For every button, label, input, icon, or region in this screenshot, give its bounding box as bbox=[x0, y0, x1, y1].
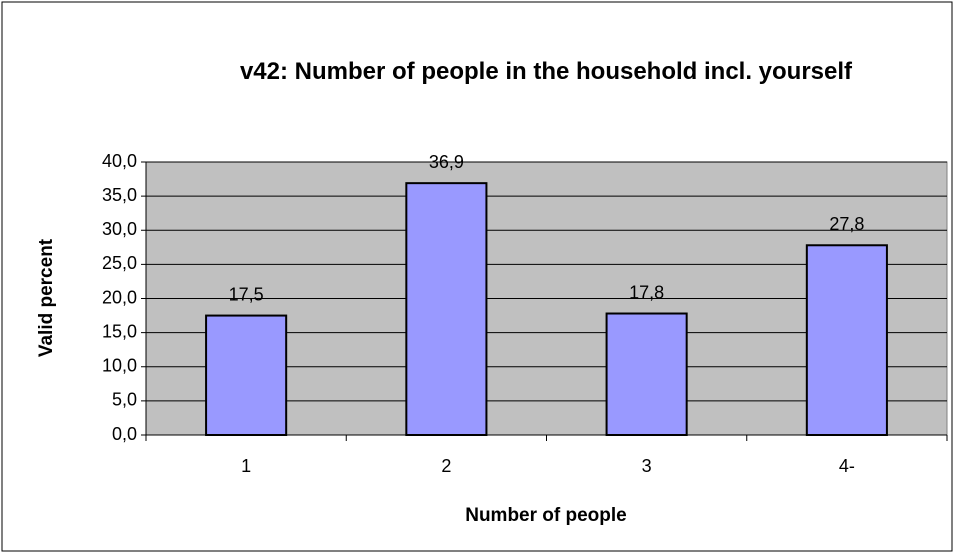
y-tick-label: 20,0 bbox=[102, 287, 137, 307]
bar bbox=[205, 314, 288, 436]
data-label: 17,8 bbox=[629, 282, 664, 302]
y-tick-label: 15,0 bbox=[102, 321, 137, 341]
data-label: 17,5 bbox=[229, 284, 264, 304]
bar bbox=[405, 182, 488, 436]
x-tick-label: 3 bbox=[642, 456, 652, 476]
y-tick-label: 40,0 bbox=[102, 151, 137, 171]
y-tick-label: 5,0 bbox=[112, 390, 137, 410]
y-tick-label: 35,0 bbox=[102, 185, 137, 205]
bar bbox=[805, 244, 888, 436]
data-label: 27,8 bbox=[829, 214, 864, 234]
y-tick-label: 30,0 bbox=[102, 219, 137, 239]
y-tick-label: 25,0 bbox=[102, 253, 137, 273]
y-tick-label: 0,0 bbox=[112, 424, 137, 444]
x-tick-label: 1 bbox=[241, 456, 251, 476]
x-axis-title: Number of people bbox=[465, 505, 627, 526]
x-tick-label: 4- bbox=[839, 456, 855, 476]
x-tick-label: 2 bbox=[441, 456, 451, 476]
data-label: 36,9 bbox=[429, 152, 464, 172]
chart-title: v42: Number of people in the household i… bbox=[239, 58, 853, 85]
y-axis-title: Valid percent bbox=[36, 238, 57, 357]
y-tick-label: 10,0 bbox=[102, 356, 137, 376]
bar bbox=[605, 312, 688, 437]
